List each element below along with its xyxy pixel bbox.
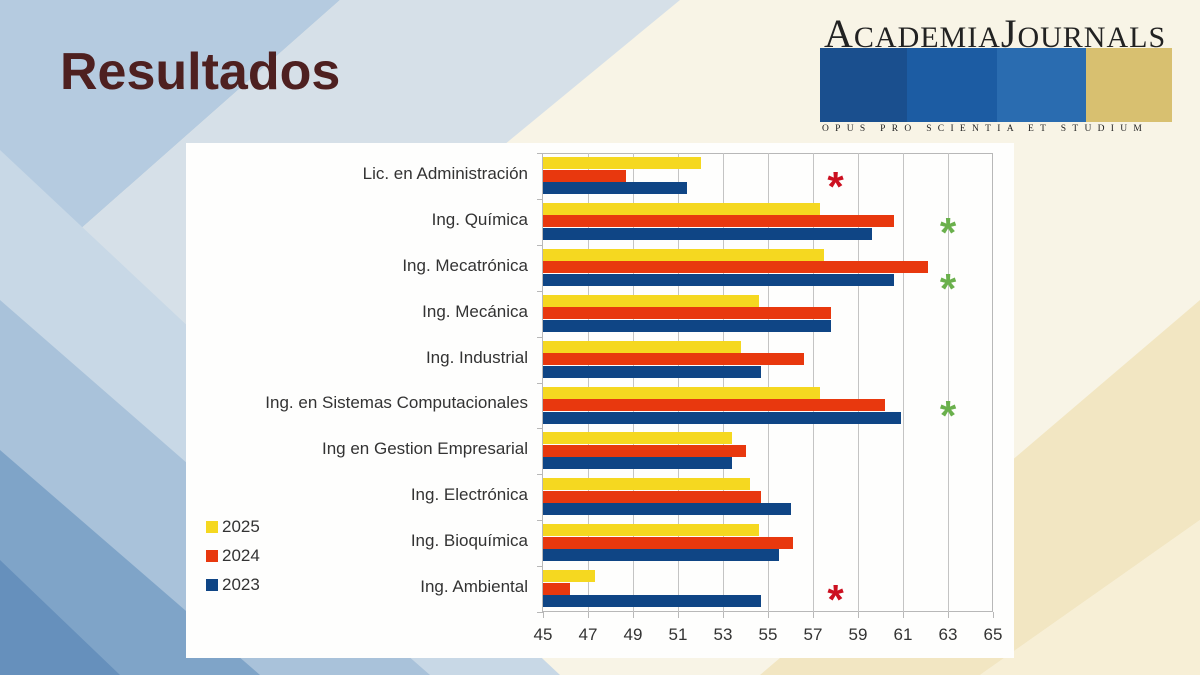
gridline bbox=[588, 153, 589, 612]
logo-color-bars bbox=[820, 48, 1172, 122]
bar-2023 bbox=[543, 503, 791, 516]
bar-2024 bbox=[543, 536, 793, 549]
chart-legend: 2025 2024 2023 bbox=[206, 512, 260, 599]
bar-2024 bbox=[543, 582, 570, 595]
x-tick-label: 57 bbox=[803, 625, 823, 644]
bar-2023 bbox=[543, 365, 762, 378]
bar-2024 bbox=[543, 399, 885, 411]
category-label: Ing. Electrónica bbox=[410, 485, 528, 505]
bar-2024 bbox=[543, 353, 804, 366]
x-tick bbox=[903, 612, 904, 618]
legend-swatch-icon bbox=[206, 578, 218, 591]
x-tick bbox=[948, 612, 949, 618]
category-label: Ing. Bioquímica bbox=[410, 531, 528, 551]
bar-2023 bbox=[543, 595, 762, 608]
category-label: Ing. Ambiental bbox=[420, 577, 528, 597]
x-tick-label: 49 bbox=[623, 625, 643, 644]
category-label: Lic. en Administración bbox=[362, 163, 528, 183]
bar-2024 bbox=[543, 307, 831, 320]
y-tick bbox=[537, 153, 543, 154]
x-tick-label: 47 bbox=[578, 625, 598, 644]
y-tick bbox=[537, 612, 543, 613]
y-tick bbox=[537, 244, 543, 246]
x-tick-label: 61 bbox=[893, 625, 913, 644]
x-tick bbox=[813, 612, 814, 618]
significance-asterisk-icon: * bbox=[939, 392, 957, 440]
significance-asterisk-icon: * bbox=[827, 576, 844, 624]
gridline bbox=[948, 153, 949, 612]
bar-2025 bbox=[543, 524, 759, 537]
significance-asterisk-icon: * bbox=[939, 264, 957, 312]
y-tick bbox=[537, 382, 543, 384]
x-tick bbox=[723, 612, 724, 618]
category-label: Ing. Industrial bbox=[425, 347, 528, 367]
y-axis-line bbox=[542, 153, 543, 612]
legend-swatch-icon bbox=[206, 520, 218, 533]
bar-2023 bbox=[543, 273, 894, 286]
legend-item-2025: 2025 bbox=[206, 512, 260, 541]
bar-2024 bbox=[543, 490, 762, 503]
bar-2025 bbox=[543, 432, 732, 445]
category-label: Ing. Química bbox=[431, 209, 528, 229]
gridline bbox=[678, 153, 679, 612]
bar-2023 bbox=[543, 227, 872, 240]
bar-2025 bbox=[543, 157, 701, 169]
legend-item-2023: 2023 bbox=[206, 570, 260, 599]
bar-2025 bbox=[543, 248, 825, 261]
y-tick bbox=[537, 198, 543, 200]
logo-motto: OPUS PRO SCIENTIA ET STUDIUM bbox=[822, 124, 1149, 134]
category-label: Ing. Mecatrónica bbox=[402, 255, 528, 275]
bar-2024 bbox=[543, 261, 928, 274]
gridline bbox=[903, 153, 904, 612]
y-tick bbox=[537, 290, 543, 292]
gridline bbox=[813, 153, 814, 612]
y-tick bbox=[537, 428, 543, 430]
category-label: Ing en Gestion Empresarial bbox=[322, 439, 528, 459]
y-tick bbox=[537, 336, 543, 338]
bar-2023 bbox=[543, 457, 732, 470]
x-tick bbox=[543, 612, 544, 618]
slide-title: Resultados bbox=[60, 43, 341, 101]
bar-2023 bbox=[543, 411, 901, 424]
y-tick bbox=[537, 520, 543, 522]
category-label: Ing. Mecánica bbox=[422, 301, 528, 321]
bar-2025 bbox=[543, 386, 820, 399]
bar-2025 bbox=[543, 294, 759, 307]
x-tick-label: 59 bbox=[848, 625, 868, 644]
x-tick-label: 45 bbox=[533, 625, 553, 644]
x-tick-label: 63 bbox=[938, 625, 958, 644]
x-tick bbox=[588, 612, 589, 618]
x-tick bbox=[678, 612, 679, 618]
gridline bbox=[858, 153, 859, 612]
bar-2024 bbox=[543, 215, 894, 228]
gridline bbox=[768, 153, 769, 612]
gridline bbox=[633, 153, 634, 612]
y-tick bbox=[537, 474, 543, 476]
x-tick bbox=[768, 612, 769, 618]
bar-2024 bbox=[543, 444, 746, 457]
x-tick bbox=[858, 612, 859, 618]
significance-asterisk-icon: * bbox=[939, 208, 957, 256]
x-tick-label: 53 bbox=[713, 625, 733, 644]
academia-journals-logo: ACADEMIAJOURNALS OPUS PRO SCIENTIA ET ST… bbox=[820, 8, 1175, 138]
bar-2024 bbox=[543, 169, 627, 182]
legend-swatch-icon bbox=[206, 549, 218, 562]
x-tick-label: 55 bbox=[758, 625, 778, 644]
bar-2023 bbox=[543, 549, 780, 562]
significance-asterisk-icon: * bbox=[827, 162, 844, 210]
bar-2025 bbox=[543, 570, 595, 583]
x-tick-label: 65 bbox=[983, 625, 1003, 644]
bar-2025 bbox=[543, 202, 820, 215]
legend-item-2024: 2024 bbox=[206, 541, 260, 570]
gridline bbox=[723, 153, 724, 612]
x-tick-label: 51 bbox=[668, 625, 688, 644]
bar-2023 bbox=[543, 319, 831, 332]
category-label: Ing. en Sistemas Computacionales bbox=[265, 393, 528, 413]
x-tick bbox=[993, 612, 994, 618]
bar-2023 bbox=[543, 182, 687, 194]
bar-2025 bbox=[543, 478, 750, 491]
y-tick bbox=[537, 566, 543, 568]
bar-2025 bbox=[543, 340, 741, 353]
x-tick bbox=[633, 612, 634, 618]
